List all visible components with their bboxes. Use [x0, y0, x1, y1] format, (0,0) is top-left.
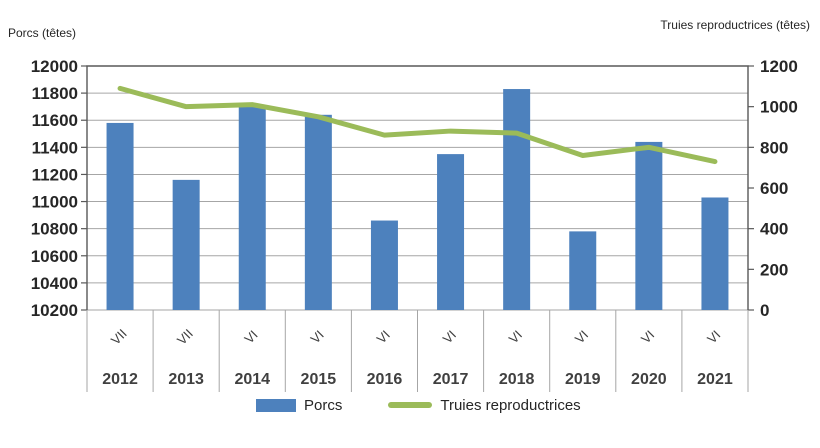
bar-2013 [172, 179, 200, 310]
category-sublabel: VI [308, 327, 327, 346]
category-sublabel: VI [374, 327, 393, 346]
left-axis-title: Porcs (têtes) [8, 26, 77, 40]
category-sublabel: VI [506, 327, 525, 346]
category-label: 2019 [565, 371, 601, 388]
bar-2016 [370, 220, 398, 310]
category-sublabel: VI [241, 327, 260, 346]
bar-2019 [569, 231, 597, 310]
bar-2012 [106, 122, 134, 310]
legend-entry-truies: Truies reproductrices [388, 396, 581, 414]
category-label: 2017 [433, 371, 469, 388]
right-axis-tick-label: 0 [760, 301, 769, 320]
bar-2017 [437, 154, 465, 310]
left-axis-tick-label: 10200 [31, 301, 78, 320]
right-axis-tick-label: 1200 [760, 57, 798, 76]
category-sublabel: VI [704, 327, 723, 346]
right-axis-tick-label: 800 [760, 138, 788, 157]
category-sublabel: VI [638, 327, 657, 346]
bar-2020 [635, 141, 663, 310]
truies-line-swatch-icon [388, 402, 433, 408]
left-axis-tick-label: 11200 [32, 165, 78, 184]
category-label: 2021 [697, 371, 733, 388]
category-label: 2018 [499, 371, 535, 388]
category-label: 2014 [234, 371, 270, 388]
left-axis-tick-label: 11000 [32, 193, 78, 212]
porcs-bar-swatch-icon [256, 398, 296, 412]
legend-label-truies: Truies reproductrices [440, 396, 581, 414]
category-sublabel: VII [174, 326, 196, 348]
legend-entry-porcs: Porcs [256, 397, 342, 414]
right-axis-title: Truies reproductrices (têtes) [660, 18, 810, 32]
category-sublabel: VI [572, 327, 591, 346]
category-label: 2013 [168, 371, 204, 388]
left-axis-tick-label: 10600 [31, 247, 78, 266]
legend-label-porcs: Porcs [304, 396, 343, 414]
right-axis-tick-label: 600 [760, 179, 788, 198]
category-sublabel: VI [440, 327, 459, 346]
bar-2021 [701, 197, 729, 310]
right-axis-tick-label: 200 [760, 260, 788, 279]
left-axis-tick-label: 12000 [31, 57, 78, 76]
truies-line [117, 85, 718, 165]
category-label: 2015 [301, 371, 337, 388]
left-axis-tick-label: 11800 [32, 84, 78, 103]
bar-2018 [503, 89, 531, 311]
left-axis-tick-label: 11600 [32, 111, 78, 130]
left-axis-tick-label: 10400 [31, 274, 78, 293]
category-label: 2020 [631, 371, 667, 388]
legend: Porcs Truies reproductrices [256, 394, 581, 416]
bar-2015 [304, 114, 332, 310]
category-sublabel: VII [108, 326, 130, 348]
right-axis-tick-label: 1000 [760, 98, 798, 117]
left-axis-tick-label: 10800 [31, 220, 78, 239]
left-axis-tick-label: 11400 [32, 138, 78, 157]
right-axis-tick-label: 400 [760, 220, 788, 239]
category-label: 2012 [102, 371, 138, 388]
category-label: 2016 [367, 371, 403, 388]
bar-2014 [238, 106, 266, 311]
